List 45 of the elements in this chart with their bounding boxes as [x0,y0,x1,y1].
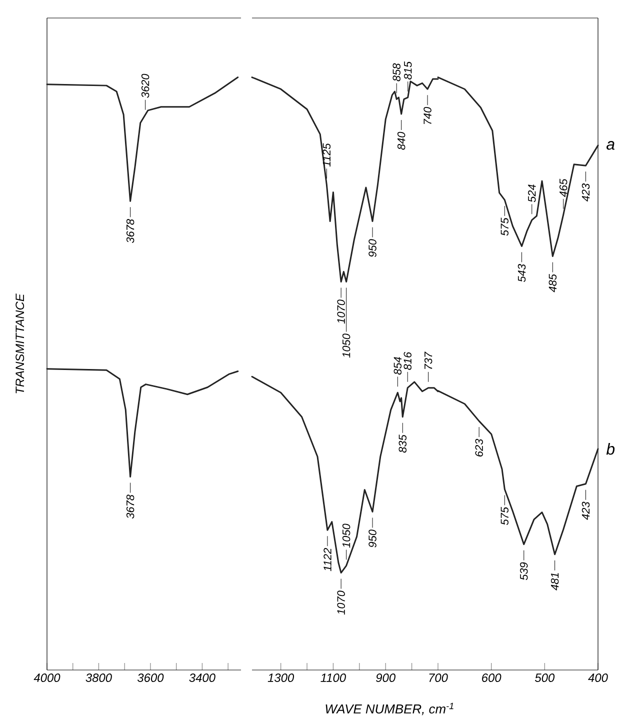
series-label: a [606,141,614,150]
annotation: 485 [548,274,557,292]
x-tick-label: 1300 [268,674,294,682]
annotation: 1125 [322,143,331,167]
annotation: 543 [518,264,526,282]
x-tick-label: 3600 [137,674,164,682]
annotation: 423 [582,183,590,202]
annotation: 816 [404,352,412,370]
annotation: 3678 [126,218,134,244]
annotation: 815 [404,61,412,80]
annotation: 423 [582,502,590,520]
x-tick-label: 1100 [320,674,346,682]
annotation: 3678 [126,494,134,519]
annotation: 1050 [342,524,350,548]
annotation: 854 [394,357,402,375]
annotation: 465 [559,178,568,198]
annotation: 481 [550,573,559,590]
x-axis-title: WAVE NUMBER, cm$^{-1}$ [326,702,454,716]
annotation: 950 [368,530,376,548]
annotation: 575 [500,218,508,236]
annotation: 539 [520,562,528,580]
annotation: 1122 [324,548,332,572]
x-tick-label: 3400 [189,674,216,682]
x-tick-label: 900 [376,674,396,682]
x-tick-label: 4000 [34,674,60,682]
x-tick-label: 700 [429,674,448,682]
annotation: 3620 [141,74,150,98]
annotation: 835 [398,434,407,453]
annotation: 1050 [342,334,350,358]
x-tick-label: 600 [482,674,502,682]
annotation: 623 [475,438,483,456]
annotation: 950 [368,239,376,257]
series-label: b [606,443,615,455]
x-tick-label: 3800 [86,674,112,682]
annotation: 1070 [337,300,345,324]
annotation: 575 [500,506,508,525]
annotation: 524 [528,184,536,202]
annotation: 737 [424,352,432,370]
x-tick-label: 400 [588,674,608,682]
y-axis-title: TRANSMITTANCE [16,294,24,394]
annotation: 740 [424,106,432,124]
x-tick-label: 500 [534,674,555,682]
annotation: 1070 [337,590,345,615]
annotation: 858 [392,63,400,82]
annotation: 840 [397,132,406,150]
